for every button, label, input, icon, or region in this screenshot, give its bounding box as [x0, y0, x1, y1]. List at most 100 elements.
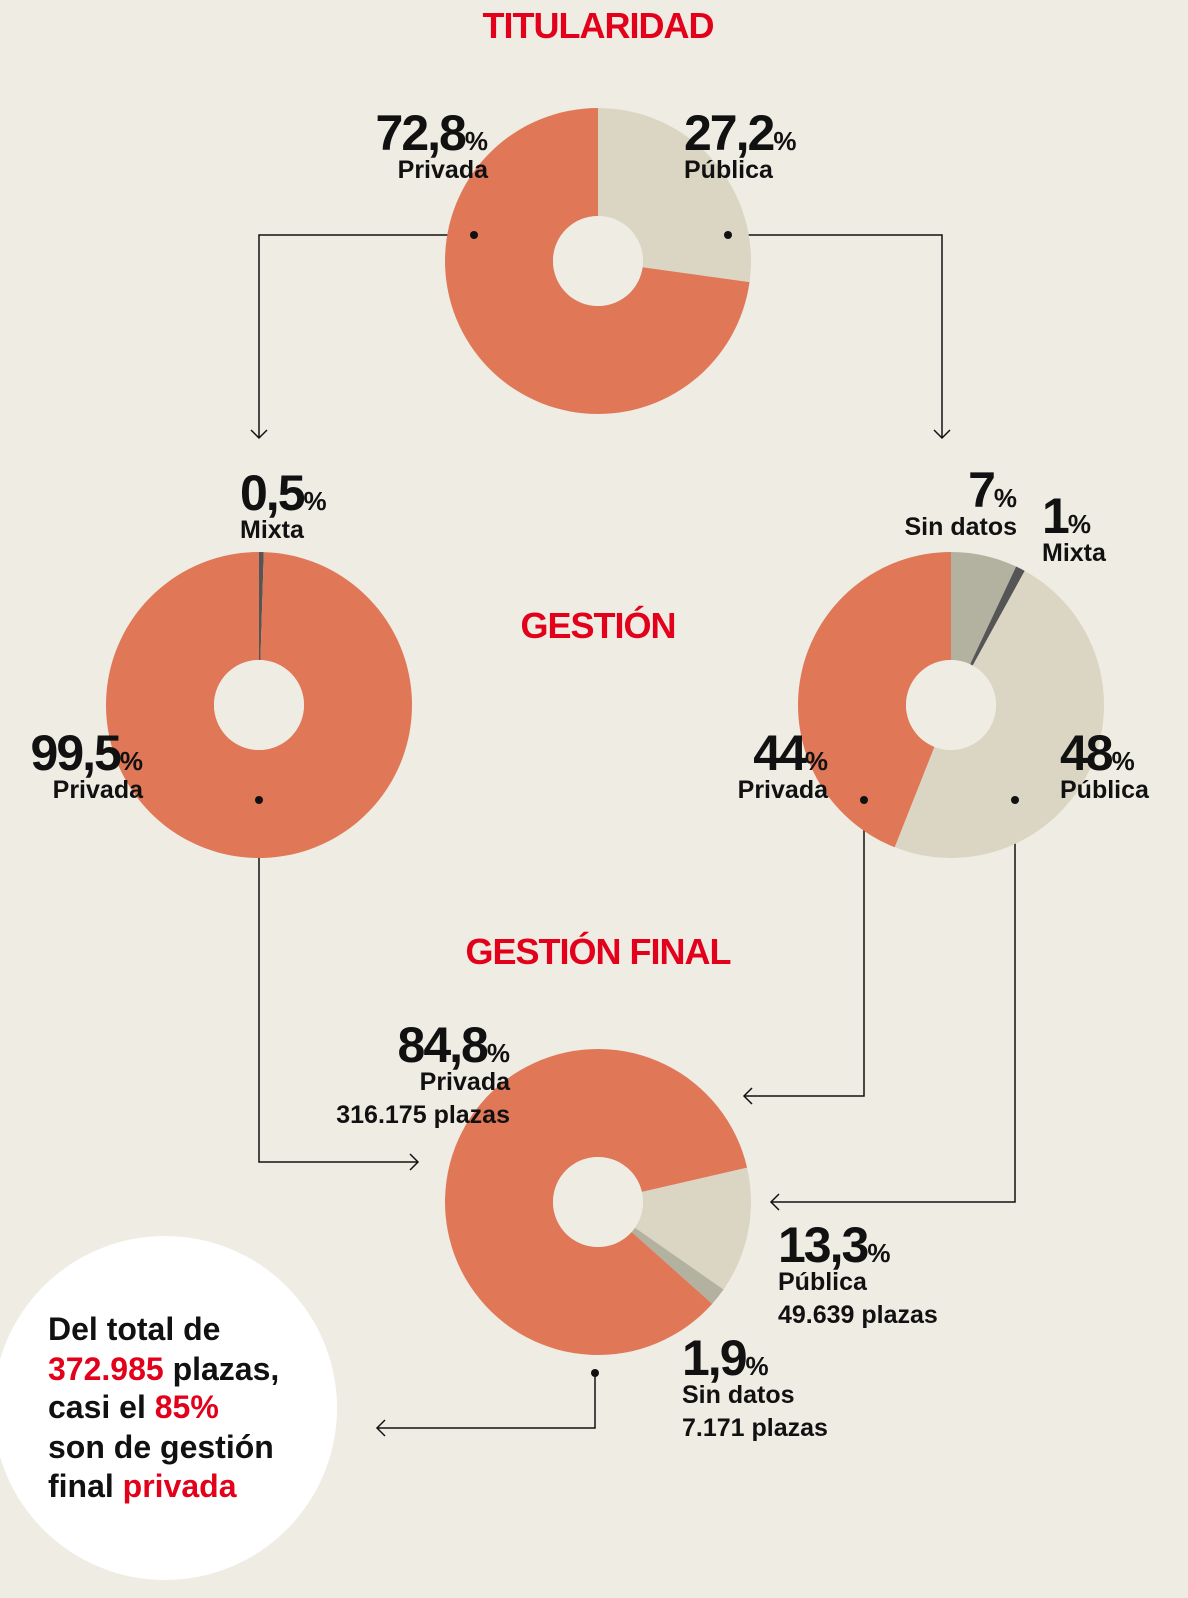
slice: [970, 566, 1025, 666]
connector: [258, 234, 474, 438]
dot: [860, 796, 868, 804]
callout-line: final privada: [48, 1468, 237, 1504]
value: 27,2: [684, 105, 774, 161]
unit: %: [487, 1038, 510, 1068]
unit: %: [1112, 746, 1135, 776]
connector: [377, 1373, 596, 1429]
unit: %: [773, 126, 796, 156]
slice: [445, 108, 750, 415]
donut-hole: [906, 660, 996, 750]
category-label: Pública: [1060, 776, 1150, 804]
category-label: Pública: [684, 156, 774, 184]
dots: [255, 231, 1019, 1377]
value: 1,9: [682, 1330, 746, 1386]
callout-text: son de gestión: [48, 1429, 274, 1465]
callout-text: plazas,: [164, 1351, 280, 1387]
slice: [951, 552, 1017, 665]
category-label: Privada: [53, 776, 144, 804]
slice: [259, 552, 264, 661]
unit: %: [304, 486, 327, 516]
unit: %: [120, 746, 143, 776]
donut-hole: [214, 660, 304, 750]
unit: %: [465, 126, 488, 156]
unit: %: [1068, 509, 1091, 539]
value: 1: [1042, 488, 1069, 544]
category-label: Sin datos: [904, 513, 1017, 541]
slice: [631, 1227, 724, 1304]
value-label: 7%: [968, 462, 1017, 518]
unit: %: [805, 746, 828, 776]
slice: [634, 1167, 751, 1290]
slice: [797, 552, 951, 848]
value-label: 13,3%: [778, 1217, 890, 1273]
category-label: Privada: [738, 776, 829, 804]
callout-text: Del total de: [48, 1311, 220, 1347]
value-label: 27,2%: [684, 105, 796, 161]
arrow-head: [742, 1087, 753, 1105]
value-label: 99,5%: [31, 725, 143, 781]
arrow-head: [769, 1193, 780, 1211]
unit: %: [994, 483, 1017, 513]
arrow-head: [409, 1153, 420, 1171]
value: 99,5: [31, 725, 122, 781]
section-title: GESTIÓN FINAL: [466, 930, 731, 972]
slice: [444, 1048, 748, 1355]
callout-line: Del total de: [48, 1311, 220, 1347]
callout-line: son de gestión: [48, 1429, 274, 1465]
connector: [728, 234, 943, 438]
dot: [470, 231, 478, 239]
category-label: Sin datos: [682, 1381, 795, 1409]
value-label: 84,8%: [398, 1017, 510, 1073]
connector: [771, 800, 1016, 1203]
callout-line: 372.985 plazas,: [48, 1351, 279, 1387]
category-label: Mixta: [1042, 539, 1107, 567]
arrow-head: [375, 1419, 386, 1437]
callout-text: casi el: [48, 1389, 155, 1425]
dot: [1011, 796, 1019, 804]
connectors: [250, 234, 1016, 1437]
connector: [744, 800, 865, 1097]
category-label: Pública: [778, 1268, 868, 1296]
value-label: 72,8%: [376, 105, 488, 161]
connector: [258, 800, 418, 1163]
value: 7: [968, 462, 994, 518]
dot: [591, 1369, 599, 1377]
slice: [598, 108, 751, 283]
pies: [105, 108, 1104, 1355]
value-label: 1,9%: [682, 1330, 769, 1386]
value: 72,8: [376, 105, 467, 161]
arrow-head: [250, 429, 268, 440]
section-title: GESTIÓN: [520, 604, 675, 646]
donut-hole: [553, 1157, 643, 1247]
value-label: 1%: [1042, 488, 1091, 544]
slice: [894, 570, 1104, 858]
value: 84,8: [398, 1017, 489, 1073]
unit: %: [867, 1238, 890, 1268]
value: 48: [1060, 725, 1113, 781]
callout-text: privada: [123, 1468, 237, 1504]
detail-label: 7.171 plazas: [682, 1414, 828, 1442]
value-label: 0,5%: [240, 465, 327, 521]
donut-hole: [553, 216, 643, 306]
value: 0,5: [240, 465, 305, 521]
arrow-head: [933, 429, 951, 440]
callout-text: 372.985: [48, 1351, 164, 1387]
unit: %: [746, 1351, 769, 1381]
category-label: Mixta: [240, 516, 305, 544]
callout-line: casi el 85%: [48, 1389, 219, 1425]
callout-text: 85%: [155, 1389, 219, 1425]
detail-label: 316.175 plazas: [336, 1101, 510, 1129]
value: 44: [753, 725, 807, 781]
detail-label: 49.639 plazas: [778, 1301, 938, 1329]
callout-circle: [0, 1236, 337, 1580]
slice: [105, 551, 412, 858]
callout-text: final: [48, 1468, 123, 1504]
value: 13,3: [778, 1217, 868, 1273]
dot: [255, 796, 263, 804]
category-label: Privada: [398, 156, 489, 184]
value-label: 48%: [1060, 725, 1135, 781]
value-label: 44%: [753, 725, 828, 781]
category-label: Privada: [420, 1068, 511, 1096]
